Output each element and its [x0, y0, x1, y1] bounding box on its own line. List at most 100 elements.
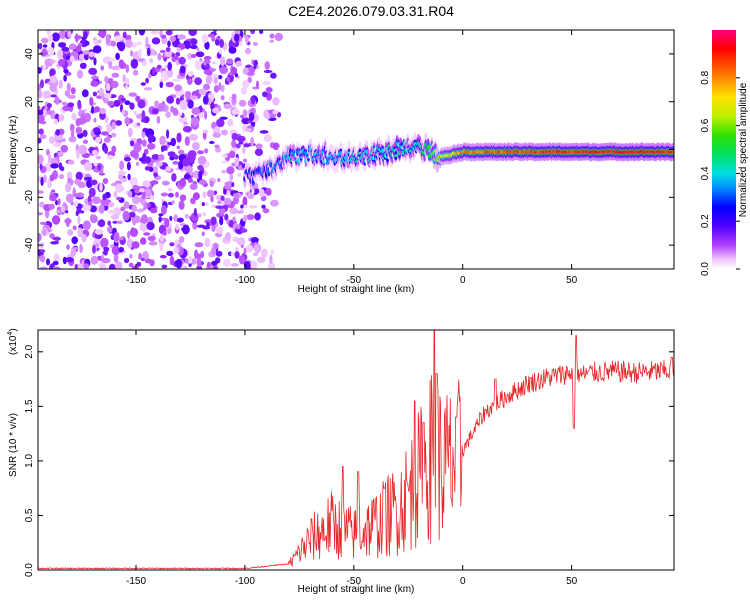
noise-blob	[123, 156, 131, 162]
noise-blob	[131, 265, 139, 269]
noise-blob	[130, 58, 139, 69]
noise-blob	[272, 142, 280, 151]
snr-y-tick-label-2: 1.0	[24, 454, 35, 468]
noise-blob	[107, 209, 117, 214]
noise-blob	[201, 202, 205, 207]
noise-blob	[205, 75, 212, 85]
noise-blob	[113, 253, 119, 263]
noise-blob	[190, 44, 198, 50]
noise-blob	[133, 142, 142, 153]
noise-blob	[204, 110, 208, 120]
noise-blob	[256, 256, 266, 263]
noise-blob	[141, 139, 147, 147]
noise-blob	[272, 110, 279, 115]
noise-blob	[83, 161, 93, 172]
noise-blob	[128, 262, 134, 268]
noise-blob	[92, 149, 98, 155]
noise-blob	[111, 121, 116, 130]
noise-blob	[136, 122, 141, 126]
noise-blob	[159, 81, 164, 89]
noise-blob	[173, 246, 179, 254]
noise-blob	[47, 34, 53, 42]
noise-blob	[274, 32, 283, 42]
noise-blob	[220, 84, 225, 93]
noise-blob	[164, 50, 173, 58]
noise-blob	[82, 129, 88, 137]
snr-scale-exponent: 4	[7, 332, 14, 336]
noise-blob	[67, 102, 75, 108]
noise-blob	[41, 37, 49, 44]
noise-blob	[217, 178, 221, 183]
noise-blob	[269, 39, 275, 43]
noise-blob	[245, 244, 254, 253]
noise-blob	[72, 193, 82, 198]
noise-blob	[214, 144, 220, 149]
noise-blob	[150, 30, 159, 35]
noise-blob	[234, 193, 240, 200]
noise-blob	[95, 155, 102, 160]
noise-blob	[124, 85, 129, 90]
noise-blob	[197, 155, 207, 165]
spectrogram-x-tick-label-2: -50	[347, 275, 362, 286]
noise-blob	[169, 242, 175, 247]
snr-x-tick-label-4: 50	[566, 576, 578, 587]
noise-blob	[77, 99, 82, 109]
spectrogram-y-tick-label-4: 40	[24, 48, 35, 60]
noise-blob	[179, 178, 187, 188]
noise-blob	[88, 67, 98, 75]
noise-blob	[105, 82, 111, 91]
noise-blob	[102, 259, 111, 263]
noise-blob	[174, 154, 179, 160]
noise-blob	[196, 47, 200, 52]
noise-blob	[159, 234, 164, 243]
noise-blob	[212, 61, 216, 65]
noise-blob	[82, 204, 92, 212]
noise-blob	[66, 171, 73, 181]
noise-blob	[124, 116, 130, 126]
noise-blob	[49, 75, 58, 84]
noise-blob	[136, 41, 142, 46]
noise-blob	[91, 105, 95, 114]
noise-blob	[240, 87, 247, 95]
noise-blob	[254, 212, 261, 221]
noise-blob	[94, 229, 104, 235]
noise-blob	[38, 109, 44, 116]
noise-blob	[99, 182, 103, 192]
noise-blob	[95, 136, 102, 144]
noise-blob	[52, 236, 61, 241]
noise-blob	[76, 207, 82, 214]
noise-blob	[67, 229, 74, 236]
noise-blob	[228, 251, 232, 257]
noise-blob	[166, 68, 174, 78]
noise-blob	[166, 129, 170, 139]
noise-blob	[205, 202, 209, 206]
noise-blob	[165, 81, 174, 88]
noise-blob	[185, 91, 192, 99]
noise-blob	[103, 246, 110, 252]
noise-blob	[192, 220, 198, 230]
noise-blob	[216, 226, 224, 234]
noise-blob	[176, 132, 182, 143]
noise-blob	[46, 103, 53, 108]
noise-blob	[201, 231, 205, 237]
noise-blob	[90, 179, 98, 186]
noise-blob	[68, 43, 77, 50]
noise-blob	[253, 63, 257, 70]
noise-blob	[213, 266, 218, 269]
noise-blob	[93, 45, 102, 54]
spectrogram-y-tick-label-1: -20	[24, 190, 35, 205]
noise-blob	[167, 61, 172, 71]
noise-blob	[55, 129, 60, 136]
noise-blob	[48, 203, 55, 210]
noise-blob	[76, 69, 84, 79]
snr-series-line	[38, 330, 674, 570]
noise-blob	[191, 258, 197, 265]
ridge-cell	[394, 154, 398, 158]
noise-blob	[58, 174, 65, 180]
noise-blob	[58, 114, 65, 122]
noise-blob	[235, 60, 243, 67]
noise-blob	[130, 50, 134, 57]
colorbar-tick-label-1: 0.2	[700, 214, 711, 228]
noise-blob	[167, 151, 176, 157]
noise-blob	[125, 64, 130, 73]
